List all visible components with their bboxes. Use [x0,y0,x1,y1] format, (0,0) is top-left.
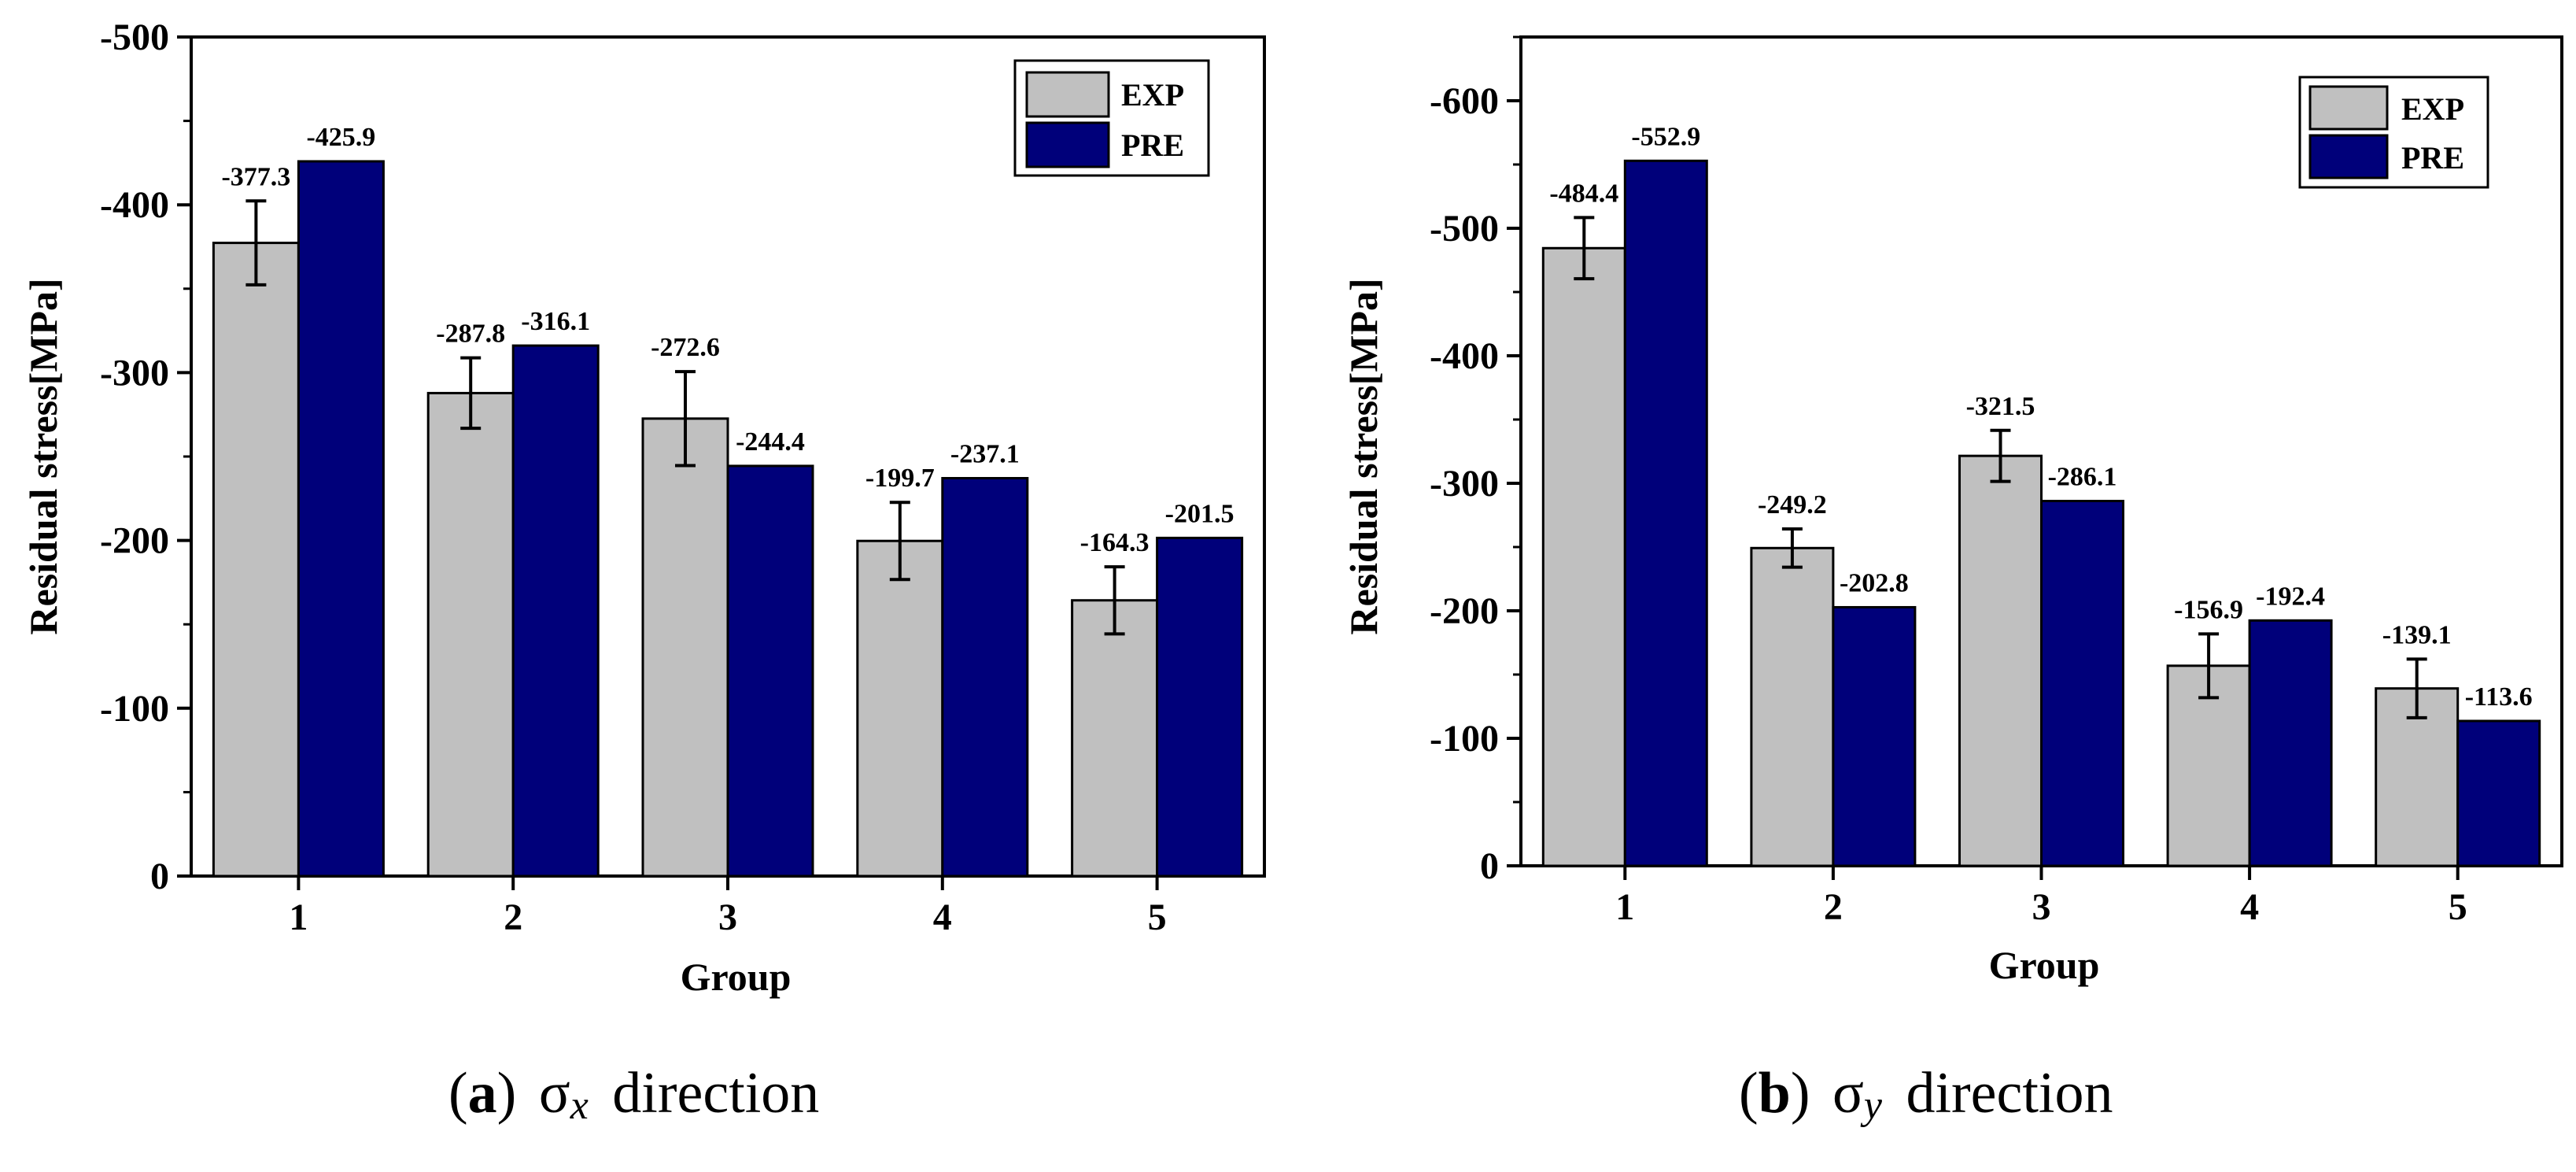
b-bar-pre [2040,500,2124,867]
b-data-label-exp: -484.4 [1549,179,1618,208]
b-data-label-pre: -202.8 [1840,568,1909,597]
b-y-tick-label: -200 [1430,590,1499,632]
a-x-tick-label: 5 [1148,897,1167,938]
a-y-tick-label: -500 [100,17,169,58]
chart-b-x-axis-title: Group [1989,943,2100,987]
a-x-tick-label: 3 [718,897,737,938]
a-bar-exp [1071,599,1159,878]
a-bar-pre [941,477,1029,878]
a-data-label-pre: -237.1 [950,440,1020,469]
a-bar-exp [426,391,515,878]
b-data-label-exp: -249.2 [1758,490,1827,519]
b-bar-exp [1958,454,2043,867]
caption-b-paren-close: ) [1791,1061,1810,1126]
b-data-label-pre: -552.9 [1631,122,1700,151]
b-data-label-exp: -139.1 [2382,620,2452,649]
b-data-label-pre: -192.4 [2256,582,2325,611]
chart-a-axes: 0 -100 -200 -300 -400 -500 1 2 3 4 5 [100,17,1167,938]
b-bar-pre [2456,719,2541,867]
b-bar-pre [1832,605,1917,867]
a-data-label-exp: -287.8 [436,320,505,349]
a-bar-pre [297,160,385,878]
chart-a-legend-label-exp: EXP [1121,77,1184,113]
caption-a-text: direction [612,1061,819,1126]
a-bar-exp [856,539,944,878]
chart-b-legend-swatch-exp [2308,85,2389,131]
chart-b-bars: -484.4 -552.9 -249.2 -202.8 -321.5 -286.1 -156… [1541,122,2541,867]
caption-b-text: direction [1906,1061,2113,1126]
caption-a: (a) σx direction [448,1061,819,1132]
b-bar-exp [1750,546,1835,867]
b-x-tick-label: 1 [1615,886,1634,928]
a-y-tick-label: 0 [150,856,169,897]
a-bar-exp [212,242,300,878]
b-y-tick-label: 0 [1480,845,1499,887]
b-x-tick-label: 2 [1824,886,1843,928]
a-y-tick-label: -300 [100,352,169,394]
a-data-label-pre: -425.9 [306,123,375,152]
b-data-label-pre: -113.6 [2465,682,2533,712]
chart-b-legend-label-exp: EXP [2401,91,2464,127]
b-y-tick-label: -600 [1430,80,1499,122]
caption-a-letter: a [468,1061,497,1126]
chart-a-sigma-x: -377.3 -425.9 -287.8 -316.1 -272.6 -244.4 -199… [21,17,1266,999]
a-data-label-exp: -164.3 [1080,528,1150,557]
b-x-tick-label: 4 [2240,886,2259,928]
b-x-tick-label: 5 [2449,886,2467,928]
a-bar-pre [1156,536,1244,878]
a-data-label-exp: -377.3 [221,162,290,191]
b-data-label-exp: -156.9 [2174,595,2243,624]
a-bar-exp [641,417,729,878]
chart-b-axes: 0 -100 -200 -300 -400 -500 -600 1 2 3 4 5 [1430,35,2467,928]
caption-a-subscript: x [570,1083,589,1128]
a-data-label-exp: -199.7 [865,464,935,493]
chart-a-x-axis-title: Group [681,955,792,999]
b-y-tick-label: -500 [1430,208,1499,250]
a-y-tick-label: -200 [100,520,169,562]
a-data-label-pre: -201.5 [1165,499,1234,528]
chart-b-sigma-y: -484.4 -552.9 -249.2 -202.8 -321.5 -286.1 -156… [1342,35,2563,987]
a-y-tick-label: -100 [100,688,169,730]
chart-b-legend-swatch-pre [2308,134,2389,179]
chart-a-legend-label-pre: PRE [1121,128,1184,163]
chart-b-y-axis-title: Residual stress[MPa] [1342,278,1386,634]
b-y-tick-label: -100 [1430,718,1499,760]
caption-b: (b) σy direction [1739,1061,2113,1132]
caption-b-symbol: σ [1832,1061,1864,1126]
b-bar-exp [1541,246,1626,867]
caption-b-subscript: y [1860,1083,1883,1128]
a-data-label-pre: -316.1 [521,307,590,336]
b-y-tick-label: -300 [1430,463,1499,505]
chart-a-legend-swatch-pre [1025,121,1110,168]
chart-a-y-axis-title: Residual stress[MPa] [21,278,65,634]
chart-b-legend: EXP PRE [2298,76,2489,189]
a-bar-pre [511,344,600,878]
caption-a-paren-open: ( [448,1061,468,1126]
chart-b-legend-label-pre: PRE [2401,140,2464,176]
caption-b-paren-open: ( [1739,1061,1759,1126]
a-data-label-exp: -272.6 [651,333,720,362]
caption-a-paren-close: ) [497,1061,517,1126]
a-y-tick-label: -400 [100,184,169,226]
chart-a-legend-swatch-exp [1025,71,1110,118]
b-data-label-pre: -286.1 [2048,463,2117,492]
b-x-tick-label: 3 [2032,886,2051,928]
a-bar-pre [726,464,814,878]
chart-a-bars: -377.3 -425.9 -287.8 -316.1 -272.6 -244.4 -199… [212,123,1244,878]
a-data-label-pre: -244.4 [736,427,805,457]
a-x-tick-label: 4 [933,897,952,938]
a-x-tick-label: 2 [504,897,522,938]
chart-a-legend: EXP PRE [1013,59,1210,177]
caption-b-letter: b [1759,1061,1791,1126]
b-y-tick-label: -400 [1430,335,1499,377]
b-data-label-exp: -321.5 [1966,392,2035,421]
b-bar-pre [2248,619,2333,867]
caption-a-symbol: σ [539,1061,570,1126]
a-x-tick-label: 1 [289,897,308,938]
b-bar-pre [1623,159,1708,867]
